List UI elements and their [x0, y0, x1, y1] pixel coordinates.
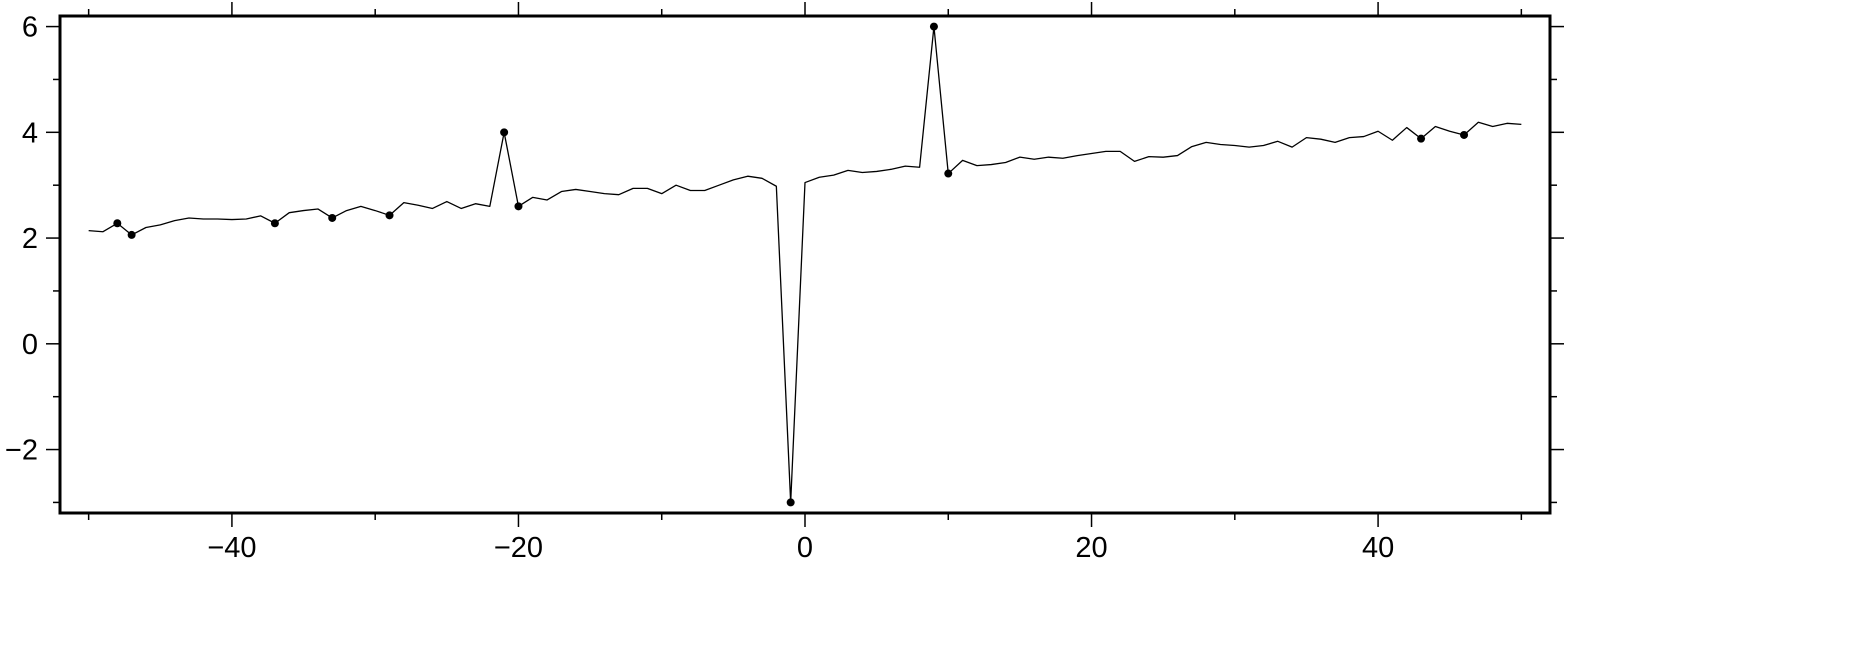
data-markers — [113, 22, 1469, 507]
data-line — [88, 25, 1522, 504]
data-point — [514, 202, 523, 211]
x-tick-label: 20 — [1075, 532, 1107, 564]
y-tick-label: 4 — [22, 117, 38, 149]
x-tick-label: −40 — [207, 532, 256, 564]
data-point — [270, 219, 279, 228]
data-point — [385, 211, 394, 220]
data-point — [929, 22, 938, 31]
data-point — [127, 230, 136, 239]
axis-ticks — [46, 2, 1564, 527]
data-point — [500, 128, 509, 137]
data-point — [786, 498, 795, 507]
y-tick-label: 6 — [22, 12, 38, 44]
y-tick-label: −2 — [5, 435, 38, 467]
data-point — [328, 213, 337, 222]
data-point — [1460, 130, 1469, 139]
x-tick-label: −20 — [494, 532, 543, 564]
plot-frame — [58, 14, 1552, 515]
y-tick-label: 2 — [22, 223, 38, 255]
data-point — [113, 219, 122, 228]
x-tick-label: 0 — [797, 532, 813, 564]
data-point — [944, 169, 953, 178]
x-tick-label: 40 — [1362, 532, 1394, 564]
data-point — [1417, 134, 1426, 143]
y-tick-label: 0 — [22, 329, 38, 361]
